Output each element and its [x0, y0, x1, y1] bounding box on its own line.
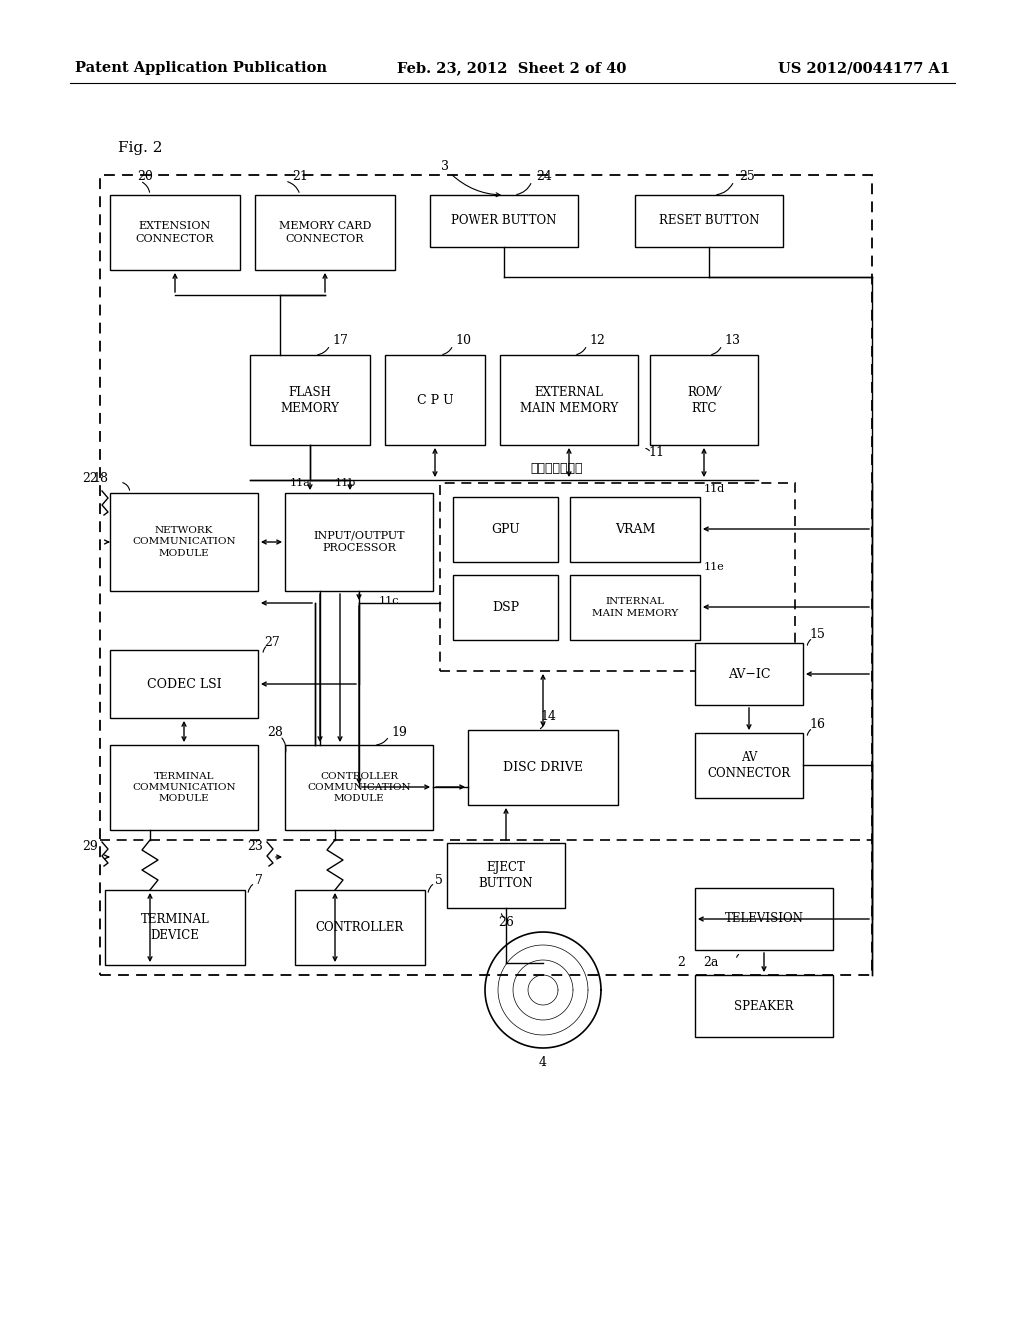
Bar: [695, 975, 833, 1038]
Text: 7: 7: [255, 874, 263, 887]
Text: 20: 20: [137, 170, 153, 183]
Text: 29: 29: [82, 840, 98, 853]
Text: 11e: 11e: [703, 562, 724, 572]
Text: NETWORK
COMMUNICATION
MODULE: NETWORK COMMUNICATION MODULE: [132, 527, 236, 557]
Bar: [110, 649, 258, 718]
Bar: [635, 195, 783, 247]
Text: GPU: GPU: [492, 523, 520, 536]
Text: 15: 15: [809, 628, 825, 642]
Text: VRAM: VRAM: [614, 523, 655, 536]
Text: TELEVISION: TELEVISION: [725, 912, 804, 925]
Text: 18: 18: [92, 473, 108, 486]
Bar: [695, 733, 803, 799]
Text: TERMINAL
COMMUNICATION
MODULE: TERMINAL COMMUNICATION MODULE: [132, 772, 236, 803]
Text: 22: 22: [82, 473, 98, 486]
Text: 10: 10: [455, 334, 471, 347]
Text: SPEAKER: SPEAKER: [734, 999, 794, 1012]
Bar: [285, 744, 433, 830]
Text: ROM⁄
RTC: ROM⁄ RTC: [688, 385, 720, 414]
Text: US 2012/0044177 A1: US 2012/0044177 A1: [778, 61, 950, 75]
Bar: [255, 195, 395, 271]
Text: 4: 4: [539, 1056, 547, 1069]
Bar: [100, 176, 872, 975]
Bar: [695, 888, 833, 950]
Bar: [453, 576, 558, 640]
Bar: [570, 576, 700, 640]
Text: CONTROLLER: CONTROLLER: [315, 921, 404, 935]
Text: 19: 19: [391, 726, 407, 739]
Text: システムＬＳＩ: システムＬＳＩ: [530, 462, 583, 475]
Bar: [110, 492, 258, 591]
Text: 12: 12: [589, 334, 605, 347]
Text: 14: 14: [540, 710, 556, 722]
Bar: [250, 355, 370, 445]
Text: FLASH
MEMORY: FLASH MEMORY: [281, 385, 339, 414]
Text: 11b: 11b: [334, 478, 355, 488]
Bar: [468, 730, 618, 805]
Text: 3: 3: [441, 161, 449, 173]
Text: CONTROLLER
COMMUNICATION
MODULE: CONTROLLER COMMUNICATION MODULE: [307, 772, 411, 803]
Text: 21: 21: [292, 170, 308, 183]
Text: INPUT/OUTPUT
PROCESSOR: INPUT/OUTPUT PROCESSOR: [313, 531, 404, 553]
Text: 11: 11: [648, 446, 664, 459]
Text: AV−IC: AV−IC: [728, 668, 770, 681]
Text: 26: 26: [498, 916, 514, 928]
Text: C P U: C P U: [417, 393, 454, 407]
Bar: [285, 492, 433, 591]
Text: RESET BUTTON: RESET BUTTON: [658, 214, 759, 227]
Text: EXTENSION
CONNECTOR: EXTENSION CONNECTOR: [136, 222, 214, 244]
Text: 23: 23: [247, 840, 263, 853]
Text: 13: 13: [724, 334, 740, 347]
Bar: [385, 355, 485, 445]
Text: Feb. 23, 2012  Sheet 2 of 40: Feb. 23, 2012 Sheet 2 of 40: [397, 61, 627, 75]
Bar: [105, 890, 245, 965]
Text: MEMORY CARD
CONNECTOR: MEMORY CARD CONNECTOR: [279, 222, 371, 244]
Text: 5: 5: [435, 874, 443, 887]
Text: TERMINAL
DEVICE: TERMINAL DEVICE: [140, 913, 209, 942]
Text: 27: 27: [264, 635, 280, 648]
Text: AV
CONNECTOR: AV CONNECTOR: [708, 751, 791, 780]
Text: DSP: DSP: [492, 601, 519, 614]
Text: 11c: 11c: [379, 597, 399, 606]
Bar: [695, 643, 803, 705]
Text: 11d: 11d: [703, 484, 725, 494]
Bar: [453, 498, 558, 562]
Text: DISC DRIVE: DISC DRIVE: [503, 762, 583, 774]
Bar: [110, 744, 258, 830]
Text: 24: 24: [536, 170, 552, 183]
Text: EXTERNAL
MAIN MEMORY: EXTERNAL MAIN MEMORY: [520, 385, 618, 414]
Bar: [500, 355, 638, 445]
Text: 17: 17: [332, 334, 348, 347]
Bar: [650, 355, 758, 445]
Text: Patent Application Publication: Patent Application Publication: [75, 61, 327, 75]
Text: 2: 2: [677, 956, 685, 969]
Bar: [447, 843, 565, 908]
Text: Fig. 2: Fig. 2: [118, 141, 163, 154]
Text: INTERNAL
MAIN MEMORY: INTERNAL MAIN MEMORY: [592, 598, 678, 618]
Bar: [110, 195, 240, 271]
Text: 2a: 2a: [703, 956, 719, 969]
Bar: [570, 498, 700, 562]
Text: 16: 16: [809, 718, 825, 731]
Text: CODEC LSI: CODEC LSI: [146, 677, 221, 690]
Text: EJECT
BUTTON: EJECT BUTTON: [479, 861, 534, 890]
Bar: [295, 890, 425, 965]
Text: 25: 25: [739, 170, 755, 183]
Text: 28: 28: [267, 726, 283, 739]
Bar: [430, 195, 578, 247]
Bar: [440, 483, 795, 671]
Text: POWER BUTTON: POWER BUTTON: [452, 214, 557, 227]
Text: 11a: 11a: [290, 478, 310, 488]
